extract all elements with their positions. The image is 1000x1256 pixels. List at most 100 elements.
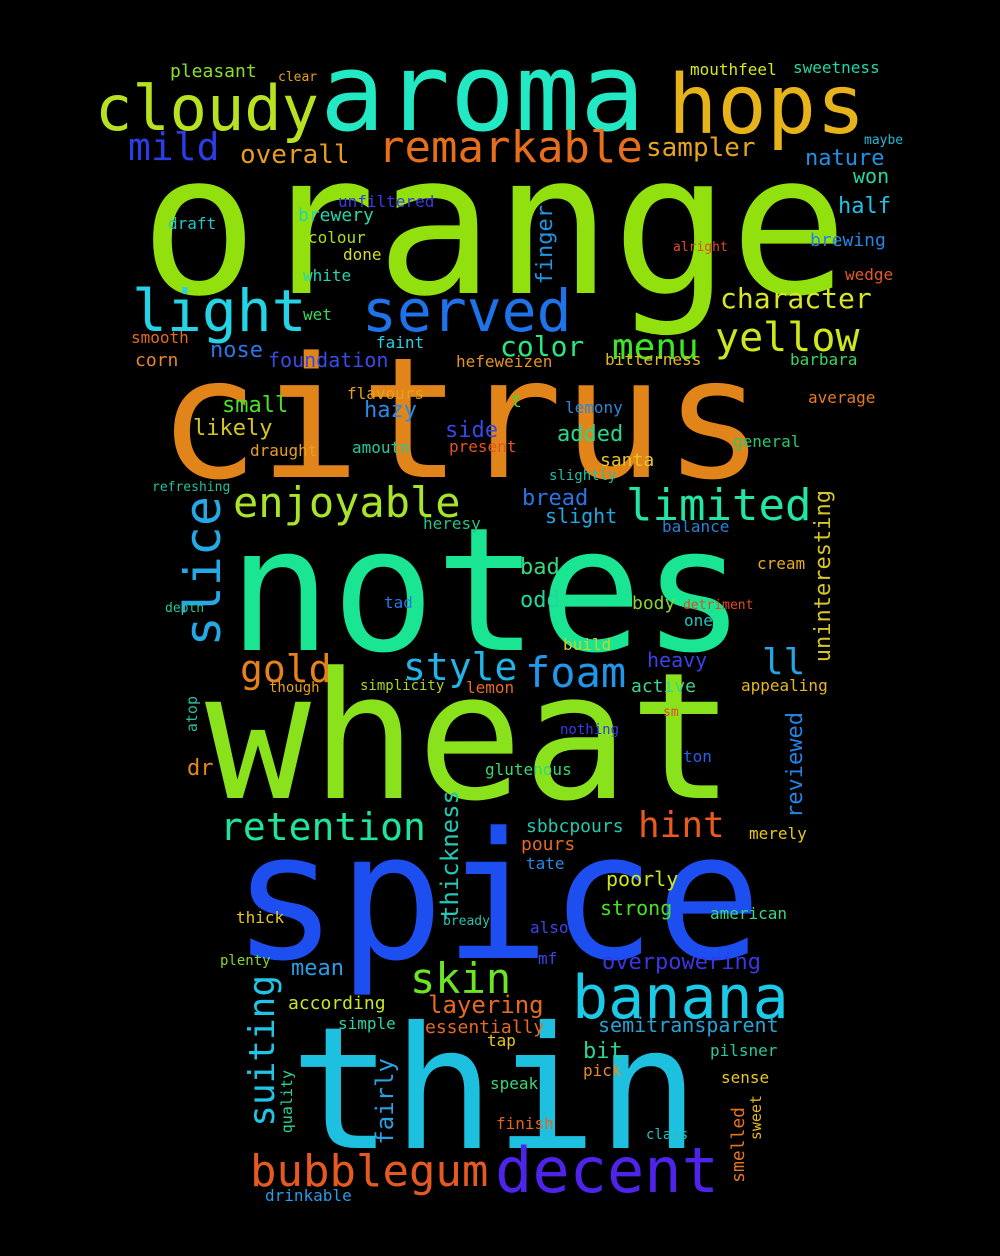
word: class	[646, 1127, 689, 1143]
word: barbara	[790, 350, 858, 369]
word: hefeweizen	[456, 352, 553, 371]
word: color	[500, 330, 585, 363]
word: reviewed	[783, 712, 808, 818]
word: sbbcpours	[526, 816, 624, 837]
word: draft	[168, 214, 217, 233]
word: bitterness	[605, 350, 702, 369]
word: heresy	[423, 514, 481, 533]
word: one	[684, 611, 713, 630]
word: essentially	[425, 1017, 545, 1038]
word: wheat	[205, 635, 735, 840]
word: thin	[290, 991, 700, 1189]
word: hazy	[364, 398, 417, 423]
word: hops	[668, 58, 866, 153]
word: side	[445, 418, 498, 443]
word: hint	[638, 805, 725, 846]
word: cream	[757, 554, 806, 573]
word: dr	[187, 756, 214, 781]
word: brewing	[810, 230, 886, 251]
word: retention	[220, 805, 426, 849]
word: nothing	[560, 722, 620, 738]
word: smelled	[728, 1107, 749, 1183]
word: colour	[308, 228, 366, 247]
word: citrus	[158, 321, 765, 517]
word: bit	[583, 1039, 623, 1064]
word: lemon	[466, 678, 515, 697]
word: depth	[165, 601, 205, 616]
word: average	[808, 388, 876, 407]
word: white	[303, 266, 352, 285]
word: lemony	[565, 398, 623, 417]
word: yellow	[715, 315, 860, 361]
word: fairly	[371, 1058, 399, 1145]
word: smooth	[131, 328, 189, 347]
word: half	[838, 194, 891, 219]
word: appealing	[741, 676, 828, 695]
word: bready	[443, 914, 490, 929]
word: body	[632, 593, 676, 614]
word: bubblegum	[250, 1146, 489, 1197]
word: amoutn	[352, 438, 410, 457]
word: notes	[228, 490, 746, 691]
word: nature	[805, 146, 885, 171]
word: simple	[338, 1014, 396, 1033]
word: overpowering	[602, 950, 761, 975]
word: t	[511, 391, 522, 412]
word: foam	[525, 648, 627, 697]
word: balance	[662, 517, 730, 536]
word: spice	[232, 795, 762, 1000]
word: enjoyable	[233, 478, 461, 527]
word: according	[288, 993, 386, 1014]
word: simplicity	[360, 678, 445, 694]
word: slightly	[549, 468, 617, 484]
word: heavy	[647, 648, 708, 672]
word: active	[631, 676, 697, 697]
word: corn	[135, 350, 179, 371]
word: maybe	[864, 133, 904, 148]
word: layering	[428, 991, 544, 1019]
word: orange	[140, 112, 849, 340]
word: uninteresting	[811, 490, 836, 663]
word: small	[222, 393, 289, 418]
word: flavours	[347, 384, 425, 403]
word: odd	[520, 588, 560, 613]
word: gold	[240, 647, 332, 691]
word: nose	[210, 338, 263, 363]
word: semitransparent	[598, 1013, 779, 1037]
word: alright	[673, 240, 728, 255]
word: pours	[521, 834, 576, 855]
word: unfiltered	[338, 192, 435, 211]
word: though	[269, 680, 320, 696]
word: finger	[533, 205, 558, 285]
word: clear	[278, 70, 318, 85]
word: decent	[495, 1134, 719, 1207]
word: pick	[583, 1061, 622, 1080]
word: atop	[183, 696, 201, 733]
word: sweet	[747, 1095, 765, 1141]
word: slight	[545, 504, 618, 528]
word: wet	[303, 305, 332, 324]
word: plenty	[220, 953, 271, 969]
word: present	[449, 437, 517, 456]
word: speak	[490, 1074, 539, 1093]
word: served	[362, 277, 572, 345]
word: light	[132, 277, 307, 345]
word: pleasant	[170, 61, 257, 82]
word: slice	[174, 496, 232, 647]
word: bread	[522, 486, 589, 511]
word: tate	[526, 854, 565, 873]
word: drinkable	[265, 1186, 352, 1205]
word: banana	[572, 963, 789, 1033]
word: ton	[683, 747, 712, 766]
word: sampler	[646, 133, 756, 163]
word: wedge	[845, 265, 894, 284]
word: suiting	[242, 975, 283, 1127]
word: pilsner	[710, 1041, 778, 1060]
word: finish	[496, 1114, 554, 1133]
word: mouthfeel	[690, 60, 777, 79]
word: strong	[600, 896, 673, 920]
word: build	[563, 635, 612, 654]
word: added	[557, 422, 624, 447]
word: american	[710, 904, 788, 923]
